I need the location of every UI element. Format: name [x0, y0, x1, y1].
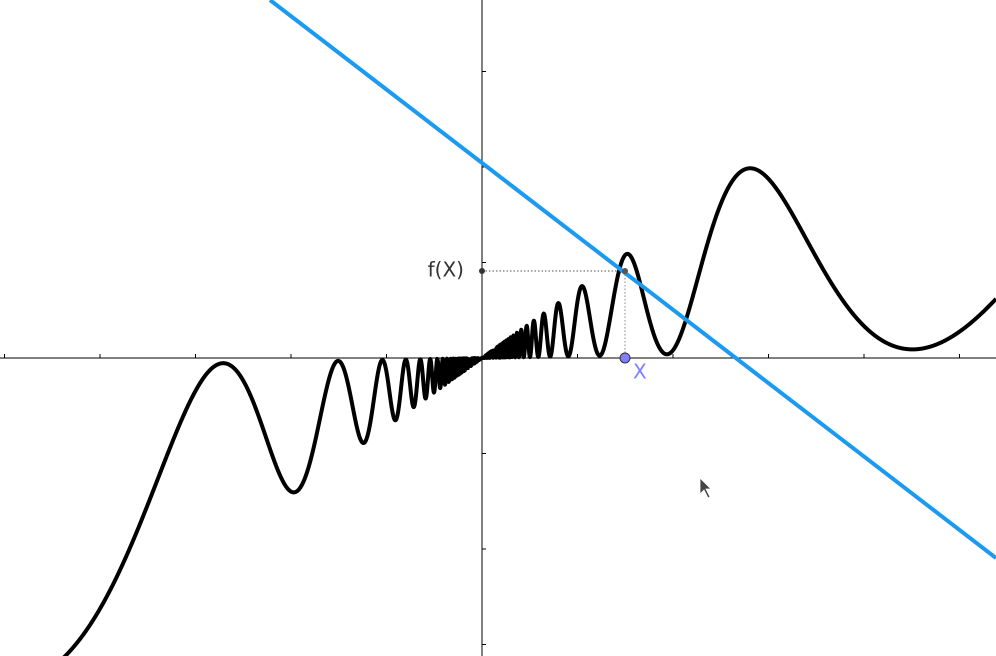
graph-point [622, 268, 628, 274]
point-label: X [633, 360, 647, 384]
mouse-cursor [699, 477, 712, 499]
function-value-dot [479, 268, 485, 274]
tangent-line [268, 0, 996, 560]
point-x[interactable] [619, 352, 631, 364]
function-graph [62, 166, 996, 656]
function-value-label: f(X) [428, 258, 464, 282]
